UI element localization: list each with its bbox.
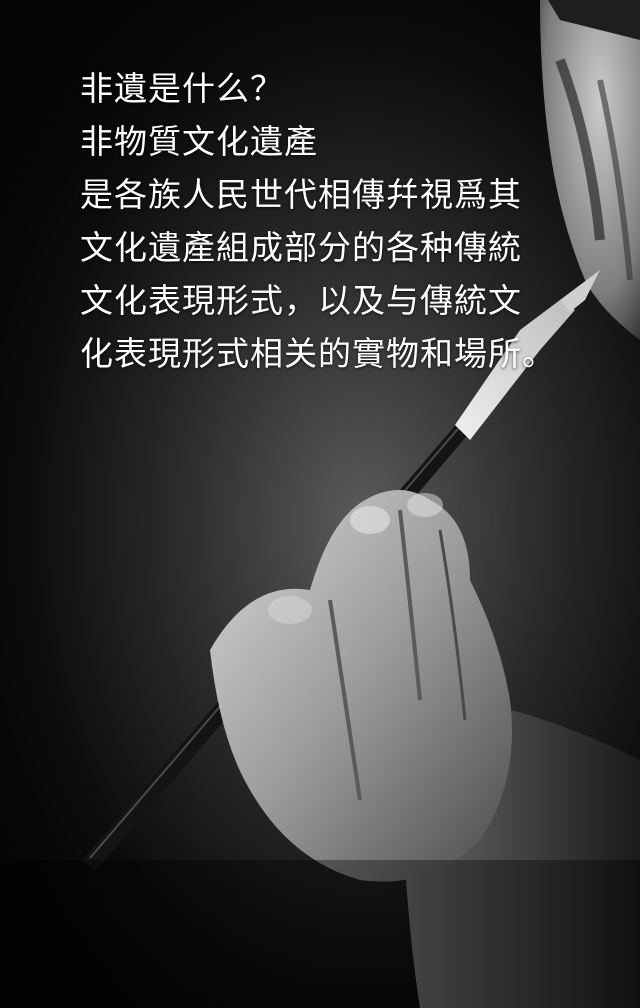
text-line-5: 化表現形式相关的實物和場所。	[80, 334, 556, 373]
text-line-1: 非物質文化遺產	[80, 122, 318, 161]
text-line-3: 文化遺產組成部分的各种傳統	[80, 228, 522, 267]
heritage-text-block: 非遺是什么？ 非物質文化遺產 是各族人民世代相傳幷視爲其 文化遺產組成部分的各种…	[80, 62, 600, 380]
text-line-2: 是各族人民世代相傳幷視爲其	[80, 175, 522, 214]
heading: 非遺是什么？	[80, 69, 284, 108]
text-line-4: 文化表現形式，以及与傳統文	[80, 281, 522, 320]
